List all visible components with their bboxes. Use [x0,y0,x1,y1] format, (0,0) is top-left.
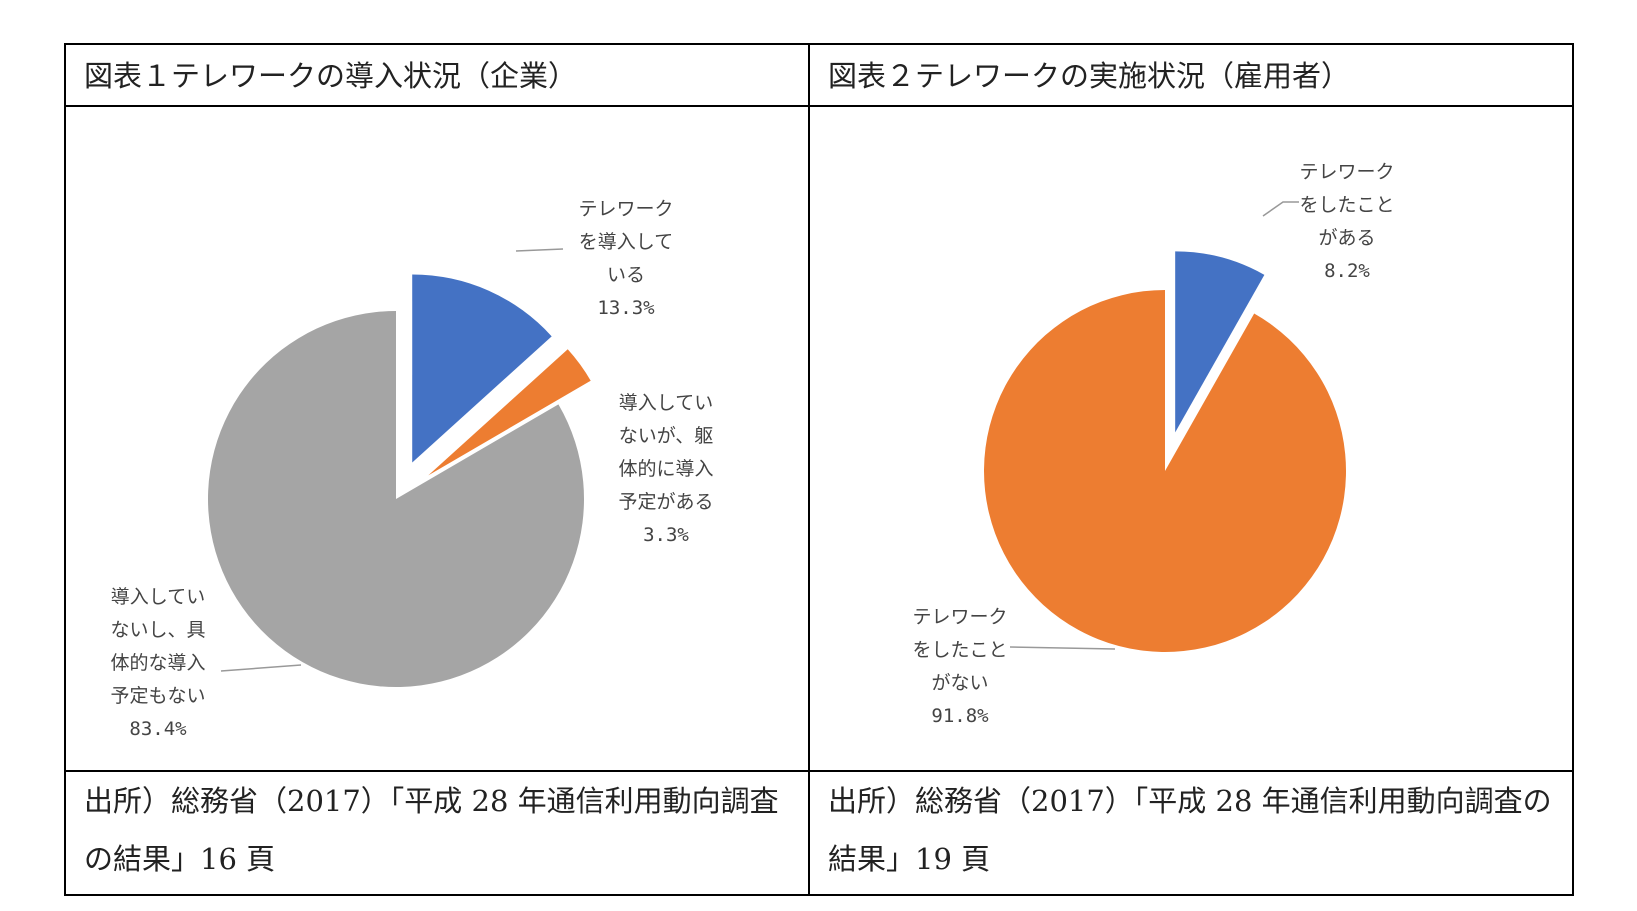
chart1-slice-label-1: ないが、躯 [619,425,714,447]
chart2-area: テレワーク をしたこと がある 8.2% テレワーク をしたこと がない 91.8% [810,108,1572,771]
title-row-divider [66,105,1572,107]
chart1-slice-label-2: ないし、具 [110,619,205,641]
chart2-slice-label-1: テレワーク [912,606,1007,628]
chart1-title: 図表１テレワークの導入状況（企業） [84,59,578,93]
chart1-slice-label-1: 導入してい [619,392,713,414]
chart2-title: 図表２テレワークの実施状況（雇用者） [828,59,1351,93]
chart1-slice-2 [207,311,584,687]
chart2-percent-label-0: 8.2% [1324,260,1370,282]
chart1-slice-1 [428,349,591,476]
source-row-divider [66,770,1572,772]
chart1-leader-line-0 [515,248,564,252]
chart1-leader-line-2 [220,664,302,672]
chart1-percent-label-1: 3.3% [643,524,689,546]
chart1-slice-label-1: 予定がある [618,491,713,513]
chart2-slice-label-1: がない [931,672,988,694]
chart1-slice-label-0: テレワーク [578,198,673,220]
chart1-pie: テレワークを導入している13.3%導入していないが、躯体的に導入予定がある3.3… [110,198,714,740]
chart1-source: 出所）総務省（2017）「平成 28 年通信利用動向調査の結果」16 頁 [84,784,779,876]
chart1-percent-label-0: 13.3% [597,297,655,319]
chart2-leader-line-0 [1262,201,1299,217]
chart1-slice-label-2: 導入してい [111,586,205,608]
chart2-slice-label-0: をしたこと [1299,194,1394,216]
figure-table: 図表１テレワークの導入状況（企業） 図表２テレワークの実施状況（雇用者） テレワ… [64,43,1574,896]
chart2-percent-label-1: 91.8% [931,705,989,727]
chart1-slice-label-2: 予定もない [110,685,205,707]
chart2-slice-0 [1175,251,1265,433]
chart2-slice-label-0: テレワーク [1299,161,1394,183]
chart2-leader-line-1 [1009,646,1116,650]
chart2-slice-1 [984,290,1346,652]
chart1-slice-label-1: 体的に導入 [618,458,713,480]
chart1-percent-label-2: 83.4% [129,718,187,740]
chart1-slice-0 [412,274,552,463]
column-divider [808,45,810,894]
chart1-slice-label-2: 体的な導入 [110,652,205,674]
chart1-slice-label-0: を導入して [579,231,673,253]
chart2-slice-label-1: をしたこと [912,639,1007,661]
chart2-source: 出所）総務省（2017）「平成 28 年通信利用動向調査の結果」19 頁 [828,784,1552,876]
chart2-slice-label-0: がある [1318,227,1375,249]
chart1-slice-label-0: いる [607,264,645,286]
chart1-area: テレワーク を導入して いる 13.3% 導入してい ないが、躯 体的に導入 予定がある 3.3… [66,108,808,771]
